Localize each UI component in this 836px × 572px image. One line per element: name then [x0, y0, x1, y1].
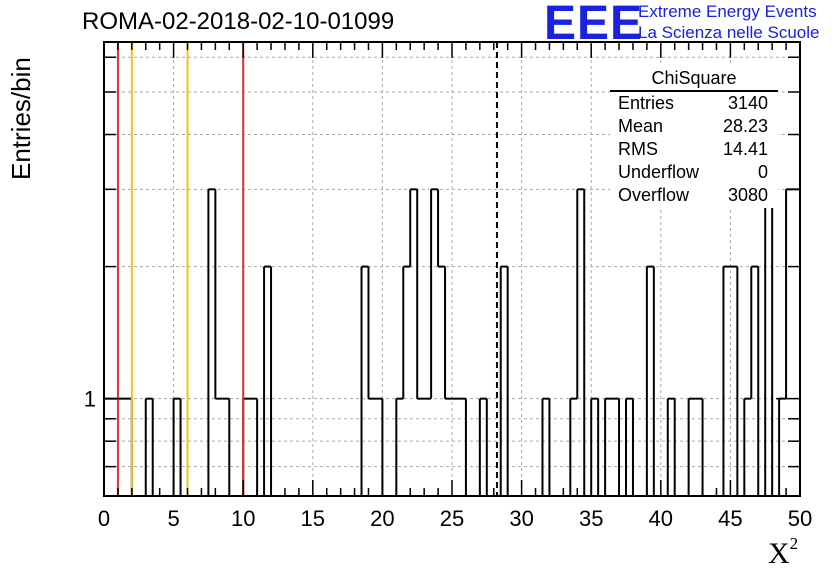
- x-tick-label: 25: [440, 506, 464, 531]
- stats-key: Entries: [618, 93, 675, 113]
- logo-line-1: Extreme Energy Events: [638, 2, 817, 21]
- x-tick-label: 50: [788, 506, 812, 531]
- x-tick-label: 40: [649, 506, 673, 531]
- stats-key: Mean: [618, 116, 664, 136]
- x-tick-label: 20: [370, 506, 394, 531]
- logo-line-2: La Scienza nelle Scuole: [638, 23, 820, 42]
- stats-value: 3140: [727, 93, 768, 113]
- stats-value: 0: [757, 162, 768, 182]
- eee-logo: EEE: [544, 0, 644, 50]
- x-tick-label: 0: [98, 506, 110, 531]
- x-tick-label: 30: [509, 506, 533, 531]
- stats-key: Overflow: [618, 185, 690, 205]
- y-tick-label: 1: [84, 387, 96, 412]
- x-tick-label: 5: [167, 506, 179, 531]
- stats-value: 14.41: [722, 139, 768, 159]
- y-tick-labels: 1: [84, 387, 96, 412]
- x-tick-label: 35: [579, 506, 603, 531]
- chart-title: ROMA-02-2018-02-10-01099: [82, 8, 395, 35]
- x-axis-label-base: X: [768, 537, 790, 570]
- axis-ticks: [103, 42, 801, 496]
- x-axis-label: X2: [768, 534, 798, 571]
- stats-divider: [610, 90, 778, 92]
- x-tick-label: 10: [231, 506, 255, 531]
- x-axis-label-sup: 2: [789, 534, 799, 553]
- y-axis-label: Entries/bin: [6, 57, 36, 180]
- stats-key: Underflow: [618, 162, 700, 182]
- marker-lines: [116, 42, 245, 496]
- stats-box: ChiSquare Entries 3140 Mean 28.23 RMS 14…: [610, 66, 778, 208]
- x-tick-labels: 0 5 10 15 20 25 30 35 40 45 50: [98, 506, 812, 531]
- stats-key: RMS: [618, 139, 658, 159]
- x-tick-label: 15: [301, 506, 325, 531]
- x-tick-label: 45: [718, 506, 742, 531]
- stats-value: 3080: [727, 185, 768, 205]
- stats-title: ChiSquare: [651, 68, 737, 88]
- stats-value: 28.23: [722, 116, 768, 136]
